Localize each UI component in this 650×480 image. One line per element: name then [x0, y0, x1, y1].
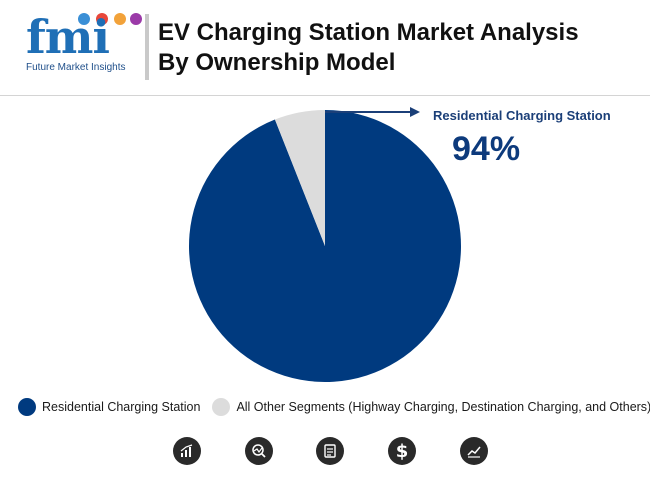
- trend-chart-icon[interactable]: [460, 437, 488, 465]
- legend-swatch: [18, 398, 36, 416]
- logo-tagline: Future Market Insights: [26, 62, 126, 73]
- callout-value: 94%: [452, 130, 521, 168]
- legend-item-residential[interactable]: Residential Charging Station: [18, 398, 200, 416]
- legend-item-other[interactable]: All Other Segments (Highway Charging, De…: [212, 398, 650, 416]
- legend-label: All Other Segments (Highway Charging, De…: [236, 400, 650, 414]
- title-line-2: By Ownership Model: [158, 49, 396, 76]
- fmi-logo[interactable]: fmi Future Market Insights: [26, 10, 142, 78]
- pie-slice-1[interactable]: [274, 110, 325, 246]
- legend-swatch: [212, 398, 231, 416]
- footer-icons: $: [0, 432, 650, 472]
- logo-text: fmi: [26, 10, 110, 64]
- pie-slice-0[interactable]: [188, 110, 462, 383]
- page-title: EV Charging Station Market Analysis By O…: [158, 18, 638, 78]
- header-divider: [145, 14, 149, 80]
- title-line-1: EV Charging Station Market Analysis: [158, 19, 579, 46]
- bar-chart-icon[interactable]: [173, 437, 201, 465]
- header-rule: [0, 95, 650, 96]
- report-icon[interactable]: [316, 437, 344, 465]
- pie-slices: [188, 110, 462, 383]
- header: fmi Future Market Insights EV Charging S…: [0, 0, 650, 96]
- dollar-icon[interactable]: $: [388, 437, 416, 465]
- callout-label: Residential Charging Station: [433, 108, 611, 123]
- pie-chart: [188, 107, 462, 383]
- callout-arrow: [325, 107, 420, 117]
- legend-label: Residential Charging Station: [42, 400, 201, 414]
- logo-decoration-icon: [78, 13, 142, 25]
- analysis-icon[interactable]: [245, 437, 273, 465]
- legend: Residential Charging Station All Other S…: [18, 397, 650, 417]
